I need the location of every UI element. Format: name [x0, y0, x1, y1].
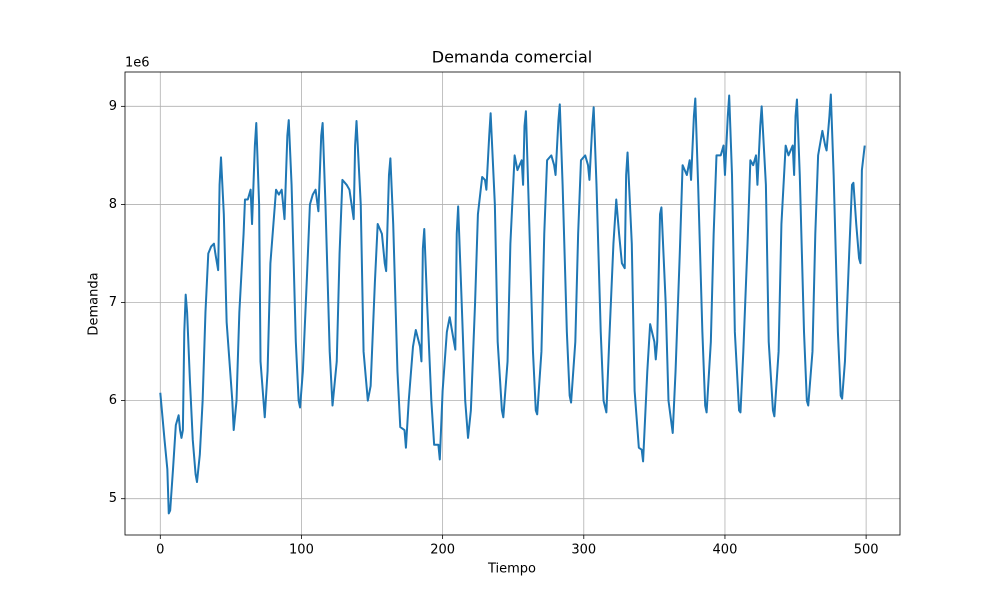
y-axis-label: Demanda [87, 272, 102, 335]
y-tick-label: 6 [109, 393, 117, 408]
plot-frame [124, 71, 901, 536]
x-tick-label: 200 [430, 543, 455, 558]
y-offset-text: 1e6 [125, 56, 150, 71]
y-tick-label: 5 [109, 491, 117, 506]
y-tick-label: 7 [109, 295, 117, 310]
x-tick-label: 300 [571, 543, 596, 558]
x-axis-label: Tiempo [487, 562, 536, 577]
x-tick-label: 500 [854, 543, 879, 558]
x-tick-label: 400 [713, 543, 738, 558]
x-tick-label: 0 [156, 543, 164, 558]
y-tick-label: 9 [109, 99, 117, 114]
data-line [159, 93, 866, 515]
chart-title: Demanda comercial [432, 48, 592, 67]
y-tick-label: 8 [109, 197, 117, 212]
x-tick-label: 100 [289, 543, 314, 558]
